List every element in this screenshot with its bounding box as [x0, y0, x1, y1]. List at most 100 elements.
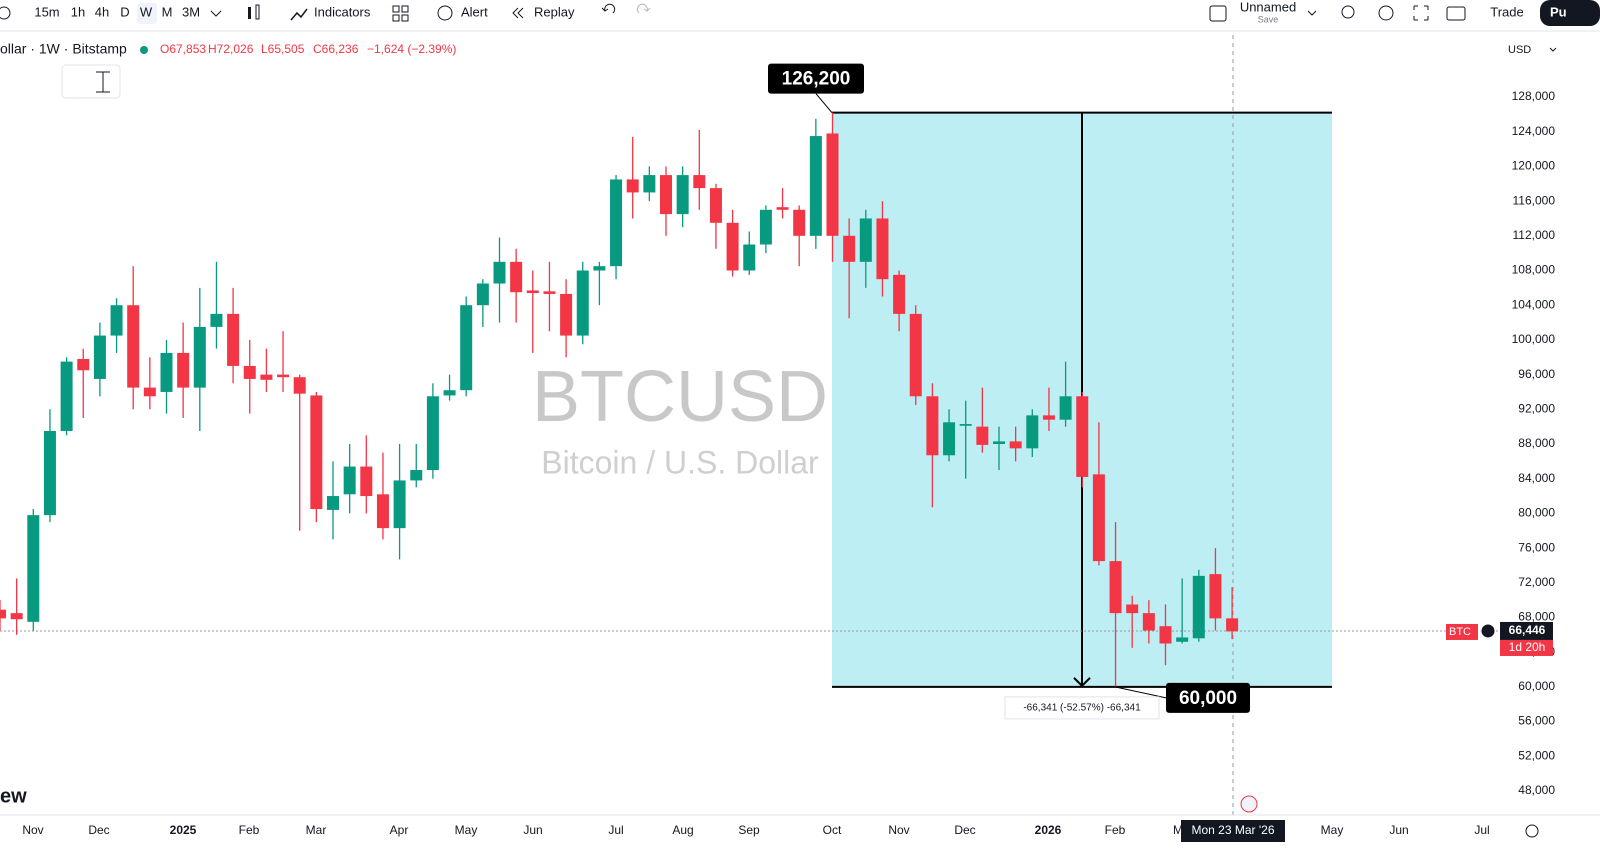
candle-body [1226, 618, 1239, 632]
y-tick-label: 128,000 [1512, 89, 1556, 103]
candle-body [709, 188, 722, 223]
y-tick-label: 52,000 [1518, 748, 1555, 762]
currency-dropdown [1549, 47, 1557, 52]
candle-body [593, 266, 606, 271]
countdown-bg [1500, 639, 1553, 656]
x-tick-label: Jun [523, 823, 542, 837]
candle-body [193, 326, 206, 388]
settings-icon[interactable] [1378, 5, 1394, 21]
candle-body [759, 209, 772, 245]
y-tick-label: 72,000 [1518, 575, 1555, 589]
ohlc-value: L65,505 [261, 42, 305, 56]
x-tick-label: 2025 [170, 823, 197, 837]
add-price-alert[interactable] [1480, 623, 1496, 639]
redo-icon[interactable] [636, 3, 651, 14]
candle-body [0, 609, 6, 619]
crosshair-date-bg [1181, 820, 1285, 842]
ohlc-value: O67,853 [160, 42, 206, 56]
search-icon[interactable] [1341, 5, 1355, 19]
fullscreen-icon[interactable] [1413, 5, 1429, 21]
replay-icon[interactable] [512, 7, 524, 19]
interval-button[interactable]: 15m [34, 4, 59, 19]
chart-type-icon[interactable] [248, 7, 251, 19]
candle-body [1209, 574, 1222, 619]
symbol-tag-bg [1446, 623, 1478, 640]
publish-button[interactable] [1540, 0, 1600, 26]
candle-body [1076, 396, 1089, 477]
interval-button[interactable]: D [120, 4, 129, 19]
interval-button[interactable]: W [140, 4, 153, 19]
last-price-bg [1500, 621, 1553, 640]
candle-body [543, 291, 556, 294]
x-tick-label: Apr [390, 823, 409, 837]
candle-body [10, 613, 23, 620]
y-tick-label: 60,000 [1518, 679, 1555, 693]
countdown-label: 1d 20h [1509, 640, 1546, 654]
x-tick-label: Dec [88, 823, 109, 837]
layout-dropdown[interactable] [1307, 10, 1317, 16]
x-tick-label: Jul [1474, 823, 1489, 837]
candle-body [560, 293, 573, 336]
candle-body [1142, 613, 1155, 631]
candle-body [576, 270, 589, 336]
x-tick-label: M [1173, 823, 1183, 837]
candle-body [1059, 396, 1072, 420]
indicators-label[interactable]: Indicators [314, 4, 371, 19]
interval-button[interactable]: 1h [71, 4, 85, 19]
measure-low-label-bg [1166, 682, 1250, 713]
alert-label[interactable]: Alert [461, 4, 488, 19]
candle-body [143, 387, 156, 397]
trade-button[interactable]: Trade [1490, 4, 1523, 19]
time-settings[interactable] [1525, 824, 1539, 838]
measure-low-label: 60,000 [1179, 688, 1237, 709]
y-tick-label: 120,000 [1512, 159, 1556, 173]
candle-body [460, 305, 473, 391]
candle-body [909, 313, 922, 397]
candle-body [1092, 474, 1105, 562]
drawing-tool-icon [96, 71, 110, 93]
drawing-toolbar[interactable] [61, 64, 121, 99]
templates-icon-d [401, 14, 409, 22]
layout-name[interactable]: Unnamed [1240, 0, 1296, 14]
y-tick-label: 48,000 [1518, 783, 1555, 797]
interval-active-bg [137, 3, 157, 24]
replay-label[interactable]: Replay [534, 4, 575, 19]
candle-body [93, 335, 106, 379]
interval-dropdown[interactable] [210, 10, 222, 17]
undo-icon[interactable] [601, 3, 616, 14]
candle-body [726, 222, 739, 271]
candle-body [826, 133, 839, 236]
watermark-sub: Bitcoin / U.S. Dollar [541, 444, 819, 480]
candle-body [510, 261, 523, 293]
indicators-icon[interactable] [290, 8, 308, 21]
candle-body [859, 218, 872, 262]
measure-low-connector [1114, 686, 1167, 699]
x-tick-label: Sep [738, 823, 760, 837]
add-icon[interactable] [0, 6, 11, 20]
currency-label[interactable]: USD [1508, 44, 1531, 56]
templates-icon[interactable] [392, 5, 400, 13]
publish-label[interactable]: Pu [1550, 4, 1567, 19]
interval-button[interactable]: M [162, 4, 173, 19]
interval-button[interactable]: 4h [95, 4, 109, 19]
layout-icon[interactable] [1209, 5, 1227, 22]
candle-body [976, 426, 989, 445]
candle-body [993, 441, 1005, 444]
measure-high-connector [815, 93, 833, 113]
snapshot-icon[interactable] [1446, 6, 1466, 21]
alert-icon[interactable] [437, 5, 453, 21]
candle-body [476, 283, 489, 306]
save-label[interactable]: Save [1258, 14, 1279, 24]
interval-button[interactable]: 3M [182, 4, 200, 19]
y-tick-label: 88,000 [1518, 436, 1555, 450]
candle-body [843, 235, 856, 262]
event-icon[interactable] [1240, 795, 1258, 813]
candle-body [27, 515, 40, 622]
y-tick-label: 56,000 [1518, 714, 1555, 728]
candle-body [743, 244, 756, 271]
candle-body [443, 390, 456, 396]
templates-icon-c [392, 14, 400, 22]
candle-body [660, 175, 672, 215]
y-tick-label: 112,000 [1513, 228, 1556, 242]
